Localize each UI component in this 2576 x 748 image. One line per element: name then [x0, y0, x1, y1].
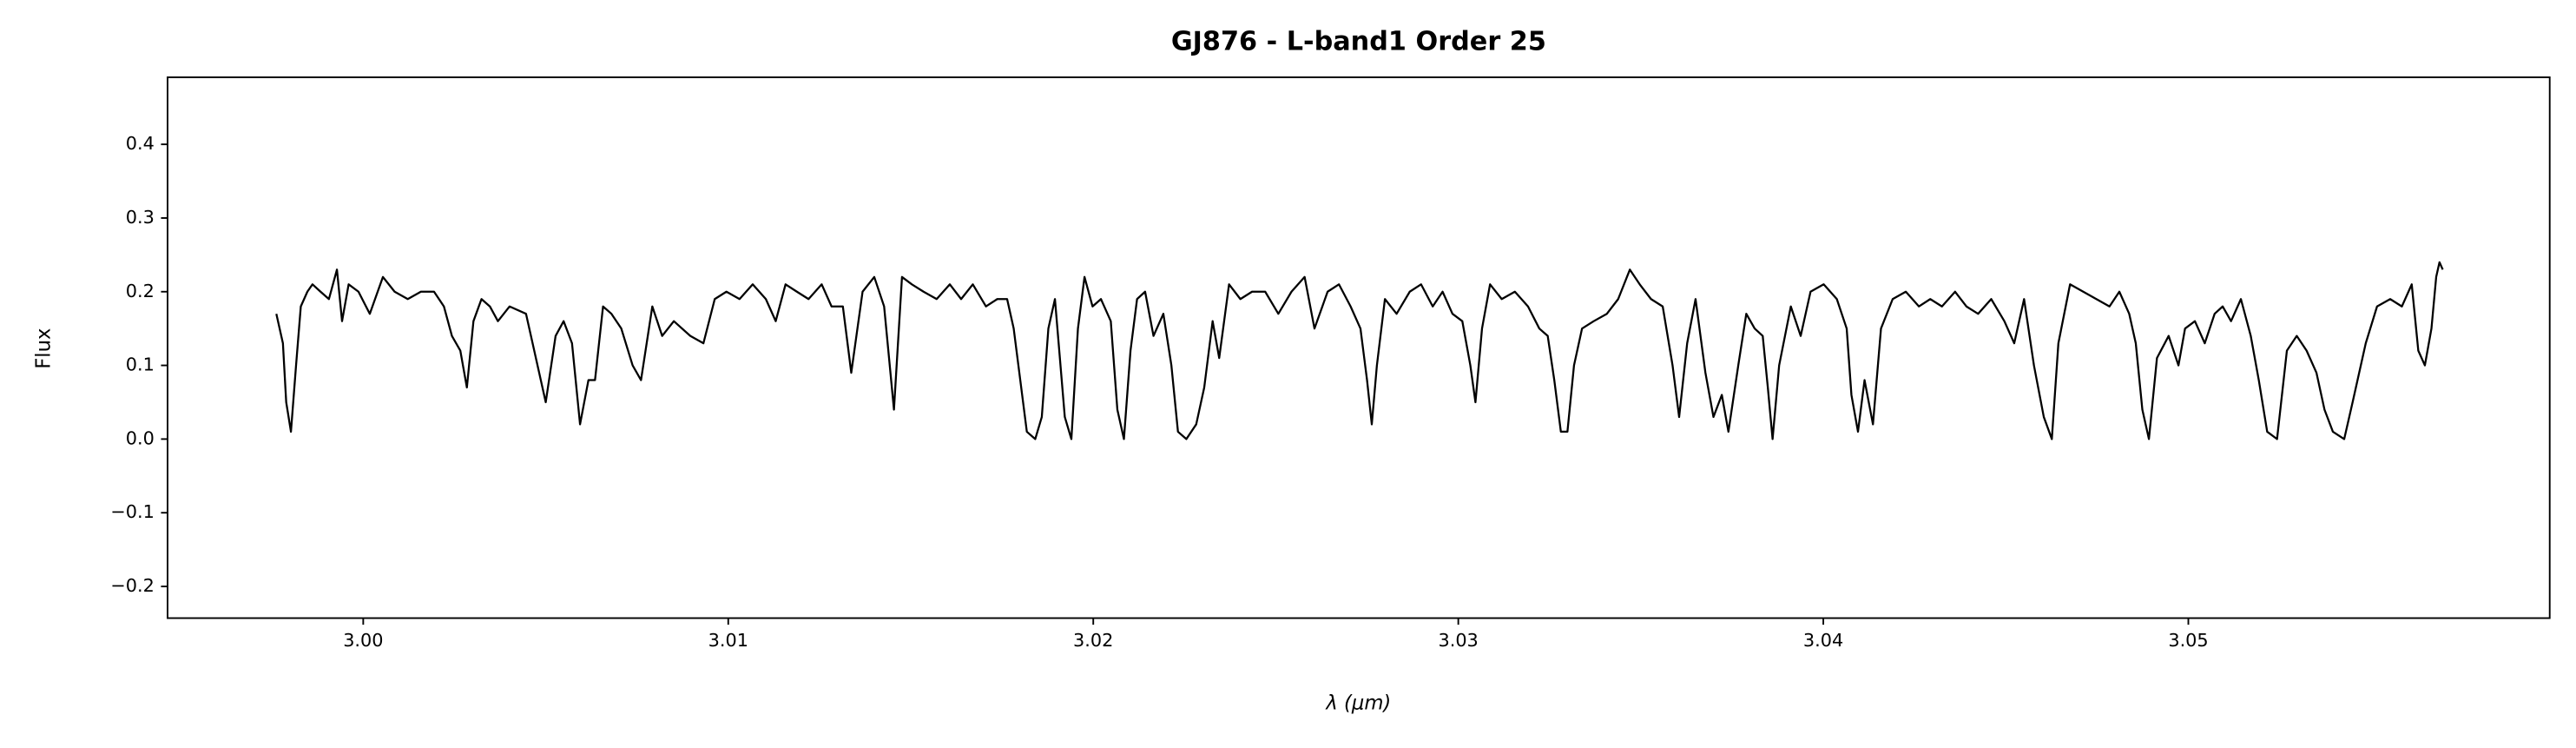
x-tick-label: 3.03 [1438, 630, 1478, 651]
chart-title: GJ876 - L-band1 Order 25 [1171, 27, 1546, 57]
y-tick-label: 0.2 [126, 281, 155, 301]
y-tick-label: 0.3 [126, 207, 155, 228]
y-tick-label: 0.0 [126, 427, 155, 448]
y-tick-label: 0.1 [126, 354, 155, 375]
x-tick-label: 3.00 [343, 630, 383, 651]
y-axis-label: Flux [33, 328, 56, 369]
x-tick-label: 3.04 [1803, 630, 1843, 651]
x-tick-label: 3.01 [708, 630, 748, 651]
y-tick-label: 0.4 [126, 133, 155, 154]
plot-frame [167, 76, 2551, 619]
x-tick-label: 3.02 [1073, 630, 1113, 651]
x-axis-label: λ (μm) [1325, 692, 1391, 714]
y-tick-label: −0.2 [110, 575, 155, 596]
x-tick-label: 3.05 [2168, 630, 2208, 651]
spectrum-line [275, 261, 2444, 440]
y-tick-label: −0.1 [110, 501, 155, 522]
